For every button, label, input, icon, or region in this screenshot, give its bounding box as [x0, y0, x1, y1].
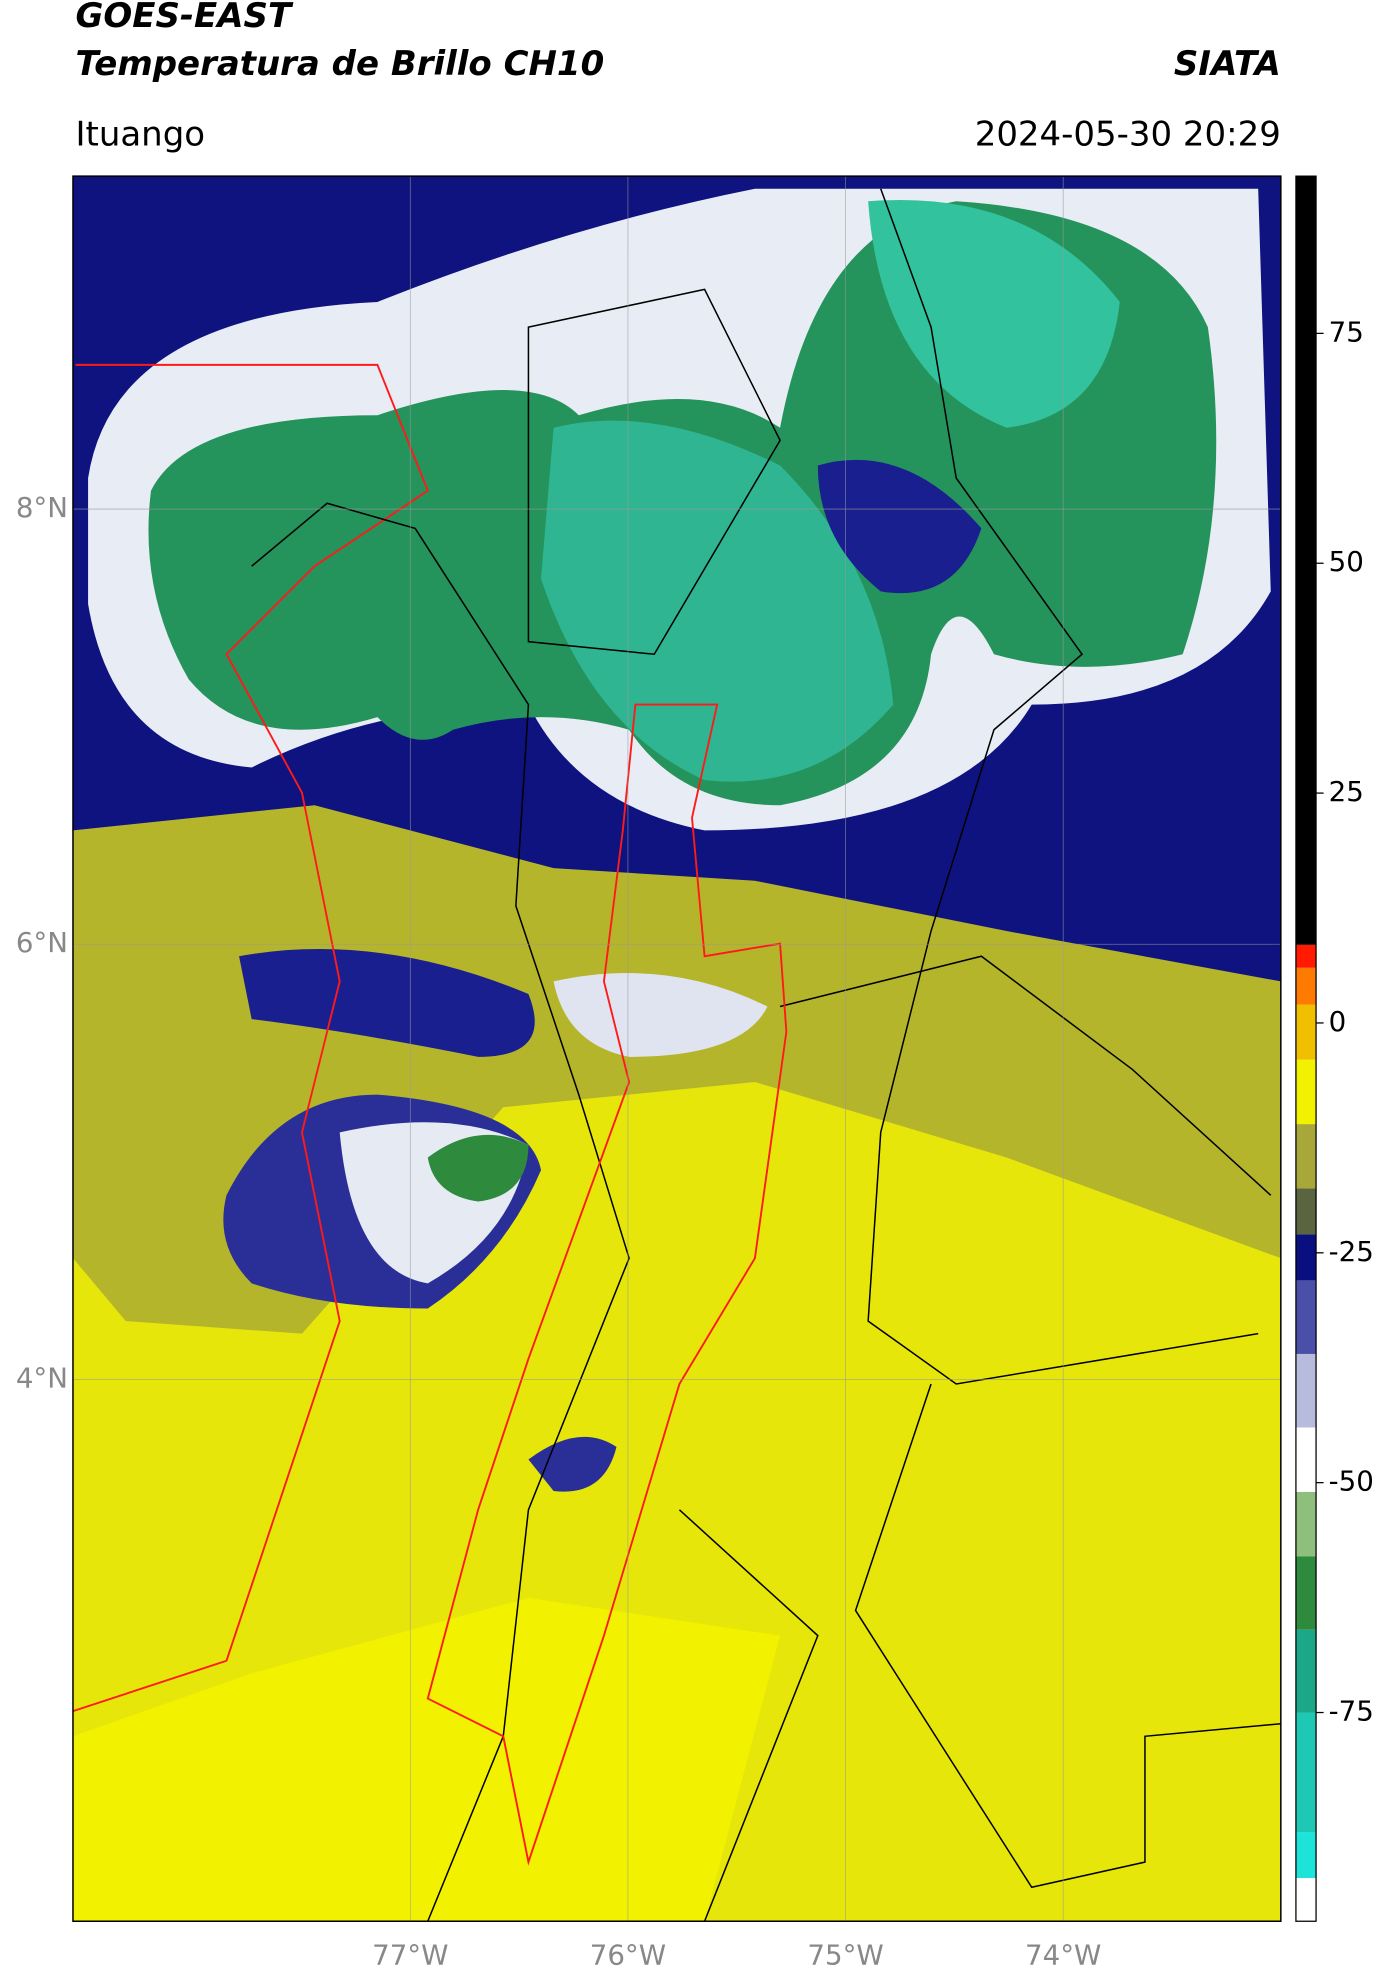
colorbar-segment: [1295, 1629, 1317, 1713]
colorbar-segment: [1295, 1059, 1317, 1125]
cloud-navy: [239, 949, 535, 1057]
colorbar-tick-label: 0: [1329, 1005, 1347, 1038]
colorbar-segment: [1295, 967, 1317, 1005]
cloud-navy: [817, 459, 982, 594]
colorbar-segment: [1295, 1234, 1317, 1281]
cloud-green: [427, 1134, 529, 1202]
colorbar: [1295, 176, 1317, 1922]
colorbar-tick-label: 50: [1329, 545, 1364, 578]
coastline: [72, 363, 429, 1713]
colorbar-tick-label: -25: [1329, 1235, 1374, 1268]
colorbar-segment: [1295, 944, 1317, 968]
cloud-navy: [528, 1436, 617, 1492]
cloud-teal: [541, 420, 894, 782]
y-tick-label: 8°N: [16, 491, 68, 524]
warm-area: [72, 1597, 781, 1922]
x-tick-label: 77°W: [372, 1938, 448, 1971]
x-tick-label: 75°W: [807, 1938, 883, 1971]
colorbar-tick-label: 25: [1329, 775, 1364, 808]
colorbar-segment: [1295, 1712, 1317, 1833]
colorbar-segment: [1295, 1353, 1317, 1428]
colorbar-segment: [1295, 1878, 1317, 1922]
colorbar-frame: [1295, 175, 1317, 1922]
colorbar-tick-label: -50: [1329, 1465, 1374, 1498]
grid: [72, 176, 1281, 1922]
boundaries: [251, 188, 1281, 1922]
x-tick-label: 74°W: [1025, 1938, 1101, 1971]
colorbar-segment: [1295, 1188, 1317, 1235]
map-frame: [72, 175, 1282, 1922]
colorbar-segment: [1295, 1124, 1317, 1189]
colorbar-segment: [1295, 1427, 1317, 1492]
colorbar-segment: [1295, 1556, 1317, 1630]
colorbar-segment: [1295, 1280, 1317, 1354]
subtitle: Temperatura de Brillo CH10: [75, 44, 604, 84]
datetime: 2024-05-30 20:29: [975, 114, 1281, 154]
map: [72, 176, 1281, 1922]
region-boundary: [426, 703, 788, 1866]
colorbar-segment: [1295, 176, 1317, 945]
y-tick-label: 4°N: [16, 1361, 68, 1394]
colorbar-tick-label: 75: [1329, 315, 1364, 348]
colorbar-tick-label: -75: [1329, 1695, 1374, 1728]
cloud-teal: [868, 200, 1120, 428]
title: GOES-EAST: [75, 0, 293, 36]
source: SIATA: [1174, 44, 1281, 84]
location: Ituango: [75, 114, 205, 154]
x-tick-label: 76°W: [590, 1938, 666, 1971]
colorbar-segment: [1295, 1491, 1317, 1557]
colorbar-segment: [1295, 1832, 1317, 1879]
colorbar-segment: [1295, 1004, 1317, 1060]
y-tick-label: 6°N: [16, 926, 68, 959]
